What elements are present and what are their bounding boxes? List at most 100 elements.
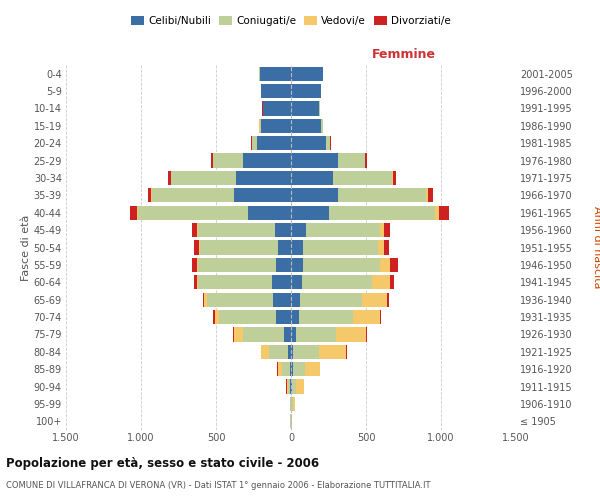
Bar (271, 275, 291, 289)
Bar (204, 292, 207, 307)
Bar (291, 344, 293, 359)
Bar (296, 380, 304, 394)
Bar (299, 310, 353, 324)
Bar (288, 344, 291, 359)
Bar (291, 66, 323, 81)
Bar (197, 275, 198, 289)
Bar (325, 136, 330, 150)
Bar (346, 344, 347, 359)
Bar (292, 397, 293, 411)
Bar (269, 344, 288, 359)
Bar (287, 380, 288, 394)
Bar (336, 328, 366, 342)
Bar (168, 171, 170, 185)
Bar (211, 154, 212, 168)
Bar (260, 118, 261, 133)
Bar (300, 292, 361, 307)
Bar (291, 84, 321, 98)
Bar (151, 188, 234, 202)
Bar (194, 240, 199, 254)
Bar (291, 154, 337, 168)
Bar (248, 206, 291, 220)
Bar (319, 344, 346, 359)
Bar (213, 154, 243, 168)
Bar (276, 310, 291, 324)
Bar (439, 206, 449, 220)
Bar (291, 206, 329, 220)
Bar (291, 240, 303, 254)
Bar (302, 275, 372, 289)
Bar (291, 102, 319, 116)
Bar (305, 362, 320, 376)
Bar (192, 258, 197, 272)
Legend: Celibi/Nubili, Coniugati/e, Vedovi/e, Divorziati/e: Celibi/Nubili, Coniugati/e, Vedovi/e, Di… (127, 12, 455, 30)
Bar (291, 362, 293, 376)
Bar (291, 118, 321, 133)
Bar (296, 328, 336, 342)
Bar (390, 275, 394, 289)
Bar (293, 362, 305, 376)
Bar (291, 275, 302, 289)
Bar (130, 206, 137, 220)
Bar (197, 258, 198, 272)
Bar (260, 66, 291, 81)
Bar (291, 292, 300, 307)
Bar (193, 275, 197, 289)
Bar (380, 223, 384, 237)
Bar (291, 223, 306, 237)
Bar (291, 380, 292, 394)
Bar (257, 136, 291, 150)
Bar (291, 310, 299, 324)
Bar (384, 223, 390, 237)
Bar (171, 171, 235, 185)
Y-axis label: Anni di nascita: Anni di nascita (592, 206, 600, 289)
Bar (387, 292, 389, 307)
Bar (235, 171, 291, 185)
Bar (393, 171, 396, 185)
Text: COMUNE DI VILLAFRANCA DI VERONA (VR) - Dati ISTAT 1° gennaio 2006 - Elaborazione: COMUNE DI VILLAFRANCA DI VERONA (VR) - D… (6, 481, 431, 490)
Bar (276, 258, 291, 272)
Bar (426, 188, 428, 202)
Bar (215, 310, 219, 324)
Bar (321, 118, 323, 133)
Bar (198, 275, 271, 289)
Bar (213, 310, 215, 324)
Bar (290, 380, 291, 394)
Bar (261, 344, 269, 359)
Bar (291, 328, 296, 342)
Bar (291, 258, 303, 272)
Bar (366, 328, 367, 342)
Bar (252, 136, 257, 150)
Bar (384, 240, 389, 254)
Bar (303, 258, 380, 272)
Bar (365, 154, 367, 168)
Bar (353, 310, 380, 324)
Bar (203, 292, 204, 307)
Bar (288, 380, 290, 394)
Bar (243, 154, 291, 168)
Bar (293, 344, 319, 359)
Bar (234, 188, 291, 202)
Bar (291, 188, 337, 202)
Bar (243, 328, 284, 342)
Bar (137, 206, 138, 220)
Bar (372, 275, 390, 289)
Bar (291, 171, 333, 185)
Bar (319, 102, 320, 116)
Bar (380, 258, 390, 272)
Bar (273, 292, 291, 307)
Bar (207, 292, 273, 307)
Bar (291, 136, 325, 150)
Bar (390, 258, 398, 272)
Text: Popolazione per età, sesso e stato civile - 2006: Popolazione per età, sesso e stato civil… (6, 458, 319, 470)
Bar (199, 240, 277, 254)
Bar (261, 84, 291, 98)
Bar (290, 362, 291, 376)
Bar (361, 292, 387, 307)
Bar (277, 362, 282, 376)
Bar (138, 206, 248, 220)
Bar (251, 136, 252, 150)
Bar (234, 328, 243, 342)
Bar (337, 154, 365, 168)
Bar (233, 328, 234, 342)
